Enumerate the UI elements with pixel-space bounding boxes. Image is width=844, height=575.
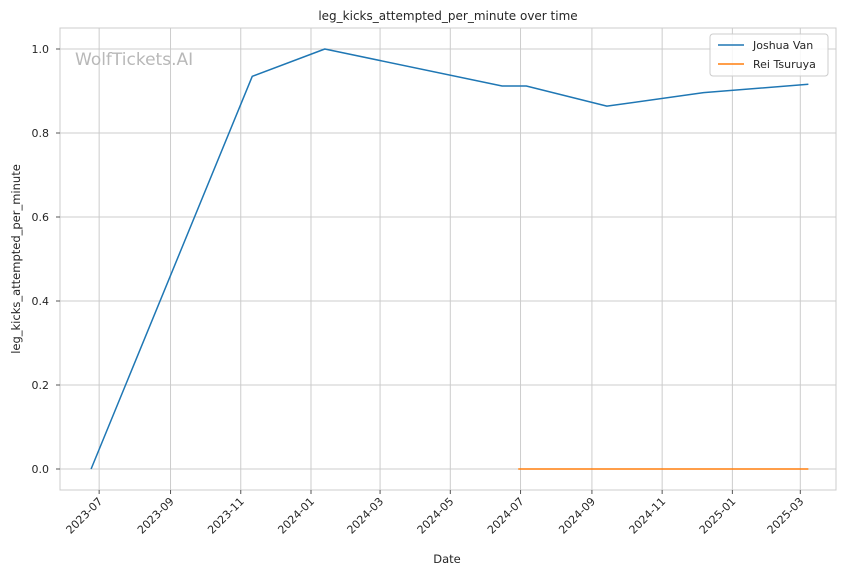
watermark-text: WolfTickets.AI [75,50,193,70]
plot-frame [59,27,837,491]
chart-title: leg_kicks_attempted_per_minute over time [318,9,577,23]
series-line-joshua-van [90,48,809,470]
x-axis-title: Date [433,552,461,566]
y-tick-label: 1.0 [32,43,50,56]
y-tick-label: 0.0 [32,463,50,476]
series-layer [90,48,809,470]
grid [60,28,836,490]
legend-label-rei-tsuruya: Rei Tsuruya [753,58,816,71]
y-tick-label: 0.6 [32,211,50,224]
y-tick-label: 0.2 [32,379,50,392]
y-tick-label: 0.8 [32,127,50,140]
legend-label-joshua-van: Joshua Van [752,39,813,52]
y-tick-label: 0.4 [32,295,50,308]
y-axis-title: leg_kicks_attempted_per_minute [9,164,23,354]
legend: Joshua Van Rei Tsuruya [709,33,829,77]
y-axis: 0.0 0.2 0.4 0.6 0.8 1.0 [32,43,60,476]
